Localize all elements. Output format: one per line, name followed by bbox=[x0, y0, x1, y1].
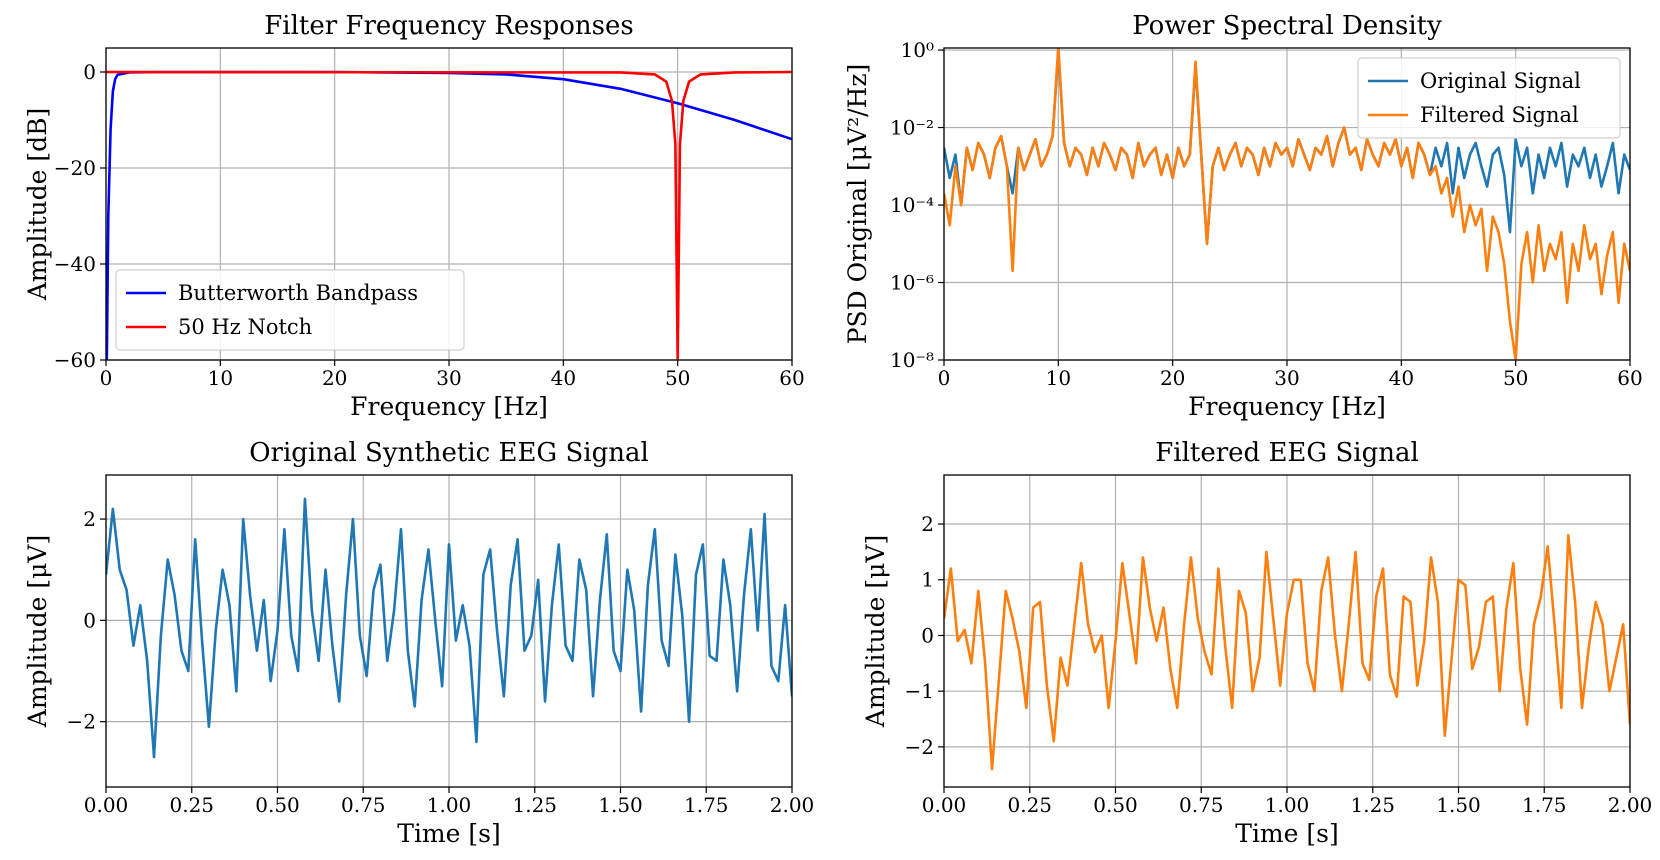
y-tick-label: −2 bbox=[67, 710, 96, 734]
y-tick-label: −1 bbox=[905, 679, 934, 703]
x-tick-label: 1.50 bbox=[1436, 793, 1481, 817]
plot-lines bbox=[106, 497, 792, 759]
x-axis-label: Frequency [Hz] bbox=[1188, 392, 1386, 421]
y-axis-label: Amplitude [μV] bbox=[23, 535, 52, 728]
plot-lines bbox=[944, 533, 1630, 771]
chart-title: Filtered EEG Signal bbox=[1155, 438, 1419, 468]
y-axis-label: Amplitude [dB] bbox=[23, 108, 52, 302]
y-tick-label: −20 bbox=[54, 156, 96, 180]
x-tick-label: 10 bbox=[208, 366, 233, 390]
y-tick-label: 10⁻⁶ bbox=[890, 271, 934, 295]
x-axis-label: Time [s] bbox=[397, 819, 500, 848]
x-tick-label: 60 bbox=[779, 366, 804, 390]
x-tick-label: 40 bbox=[1389, 366, 1414, 390]
y-tick-label: 0 bbox=[83, 60, 96, 84]
x-tick-label: 20 bbox=[322, 366, 347, 390]
x-tick-label: 0.00 bbox=[922, 793, 967, 817]
x-tick-label: 2.00 bbox=[770, 793, 815, 817]
y-tick-label: 1 bbox=[921, 568, 934, 592]
plot-frame bbox=[943, 47, 1631, 361]
chart-title: Power Spectral Density bbox=[1132, 11, 1442, 41]
x-tick-label: 0.75 bbox=[1179, 793, 1224, 817]
chart-title: Filter Frequency Responses bbox=[264, 11, 634, 41]
x-tick-label: 30 bbox=[436, 366, 461, 390]
y-tick-label: 10⁰ bbox=[901, 38, 934, 62]
y-tick-label: 10⁻² bbox=[890, 116, 934, 140]
x-tick-label: 0.50 bbox=[255, 793, 300, 817]
plot-lines bbox=[106, 70, 792, 360]
x-tick-label: 1.75 bbox=[684, 793, 729, 817]
x-tick-label: 50 bbox=[665, 366, 690, 390]
x-tick-label: 1.25 bbox=[1350, 793, 1395, 817]
y-tick-label: 0 bbox=[83, 608, 96, 632]
x-axis-label: Frequency [Hz] bbox=[350, 392, 548, 421]
plot-frame bbox=[943, 474, 1631, 788]
x-tick-label: 1.50 bbox=[598, 793, 643, 817]
x-tick-label: 0.50 bbox=[1093, 793, 1138, 817]
y-tick-label: 10⁻⁸ bbox=[890, 348, 934, 372]
x-tick-label: 0 bbox=[938, 366, 951, 390]
chart-title: Original Synthetic EEG Signal bbox=[249, 438, 649, 468]
series-line bbox=[106, 70, 792, 360]
y-tick-label: 10⁻⁴ bbox=[890, 193, 934, 217]
x-tick-label: 60 bbox=[1617, 366, 1642, 390]
series-line bbox=[944, 48, 1630, 360]
plot-frame bbox=[105, 47, 793, 361]
x-tick-label: 40 bbox=[551, 366, 576, 390]
x-tick-label: 30 bbox=[1274, 366, 1299, 390]
x-tick-label: 0 bbox=[100, 366, 113, 390]
plot-frame bbox=[105, 474, 793, 788]
x-tick-label: 1.00 bbox=[1265, 793, 1310, 817]
legend-box bbox=[1357, 57, 1621, 139]
series-line bbox=[106, 497, 792, 759]
x-tick-label: 2.00 bbox=[1608, 793, 1653, 817]
legend-label: Filtered Signal bbox=[1420, 103, 1579, 127]
legend-label: 50 Hz Notch bbox=[178, 315, 312, 339]
y-axis-label: Amplitude [μV] bbox=[861, 535, 890, 728]
y-tick-label: −2 bbox=[905, 735, 934, 759]
x-axis-label: Time [s] bbox=[1235, 819, 1338, 848]
y-tick-label: −40 bbox=[54, 252, 96, 276]
legend-label: Original Signal bbox=[1420, 69, 1581, 93]
x-tick-label: 20 bbox=[1160, 366, 1185, 390]
legend-label: Butterworth Bandpass bbox=[178, 281, 418, 305]
x-tick-label: 50 bbox=[1503, 366, 1528, 390]
plot-lines bbox=[944, 48, 1630, 360]
y-tick-label: 0 bbox=[921, 623, 934, 647]
y-tick-label: 2 bbox=[921, 512, 934, 536]
y-tick-label: 2 bbox=[83, 507, 96, 531]
x-tick-label: 0.00 bbox=[84, 793, 129, 817]
legend-box bbox=[115, 269, 465, 351]
x-tick-label: 0.25 bbox=[169, 793, 214, 817]
x-tick-label: 1.25 bbox=[512, 793, 557, 817]
x-tick-label: 10 bbox=[1046, 366, 1071, 390]
y-tick-label: −60 bbox=[54, 348, 96, 372]
x-tick-label: 0.75 bbox=[341, 793, 386, 817]
series-line bbox=[944, 533, 1630, 771]
x-tick-label: 1.75 bbox=[1522, 793, 1567, 817]
y-axis-label: PSD Original [μV²/Hz] bbox=[843, 64, 872, 345]
x-tick-label: 0.25 bbox=[1007, 793, 1052, 817]
x-tick-label: 1.00 bbox=[427, 793, 472, 817]
